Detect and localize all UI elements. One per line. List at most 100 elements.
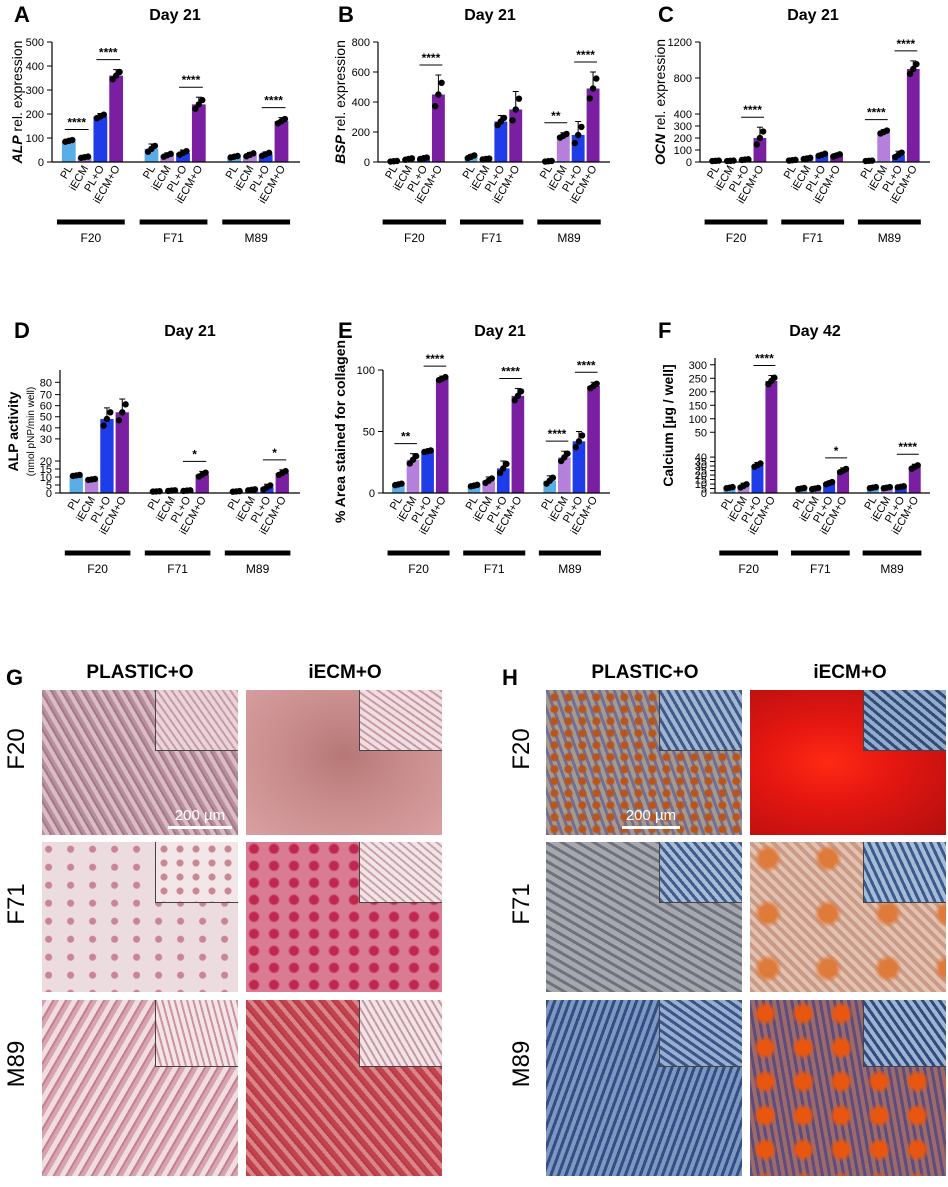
y-tick-label-f: 5 bbox=[701, 484, 707, 496]
y-tick-label-b: 800 bbox=[352, 37, 370, 49]
data-point-d bbox=[122, 401, 129, 408]
h-m89-plastic-inset bbox=[659, 1000, 742, 1067]
x-tick-label-d: PL bbox=[146, 495, 163, 513]
panel-label-h: H bbox=[502, 665, 518, 690]
bar-f-F71-PL+O bbox=[823, 483, 836, 493]
g-f20-iecm-inset bbox=[359, 690, 442, 751]
data-point-f bbox=[828, 478, 836, 486]
data-point-e bbox=[398, 480, 405, 487]
bar-a-M89-iECM bbox=[243, 154, 257, 162]
bar-e-F20-iECM+O bbox=[435, 378, 449, 493]
y-tick-label-c: 0 bbox=[686, 157, 692, 169]
bar-b-F71-PL+O bbox=[494, 121, 508, 162]
y-tick-label-f: 40 bbox=[695, 452, 707, 464]
x-tick-label-e: PL bbox=[539, 495, 556, 513]
y-tick-label-c: 1200 bbox=[668, 37, 692, 49]
data-point-b bbox=[571, 139, 579, 147]
x-tick-label-a: PL bbox=[224, 164, 241, 182]
h-f20-iecm-image bbox=[750, 690, 946, 835]
chart-title-c: Day 21 bbox=[787, 7, 839, 24]
bar-a-M89-PL+O bbox=[258, 154, 273, 162]
y-tick-label-f: 10 bbox=[695, 479, 707, 491]
group-label-a: M89 bbox=[245, 231, 269, 245]
data-point-c bbox=[821, 150, 829, 157]
group-label-e: F20 bbox=[408, 562, 429, 576]
x-tick-label-c: PL bbox=[705, 164, 722, 182]
data-point-a bbox=[151, 142, 159, 150]
panel-label-c: C bbox=[658, 2, 674, 27]
data-point-d bbox=[119, 409, 126, 416]
data-point-b bbox=[509, 117, 516, 124]
x-tick-label-b: PL bbox=[383, 164, 400, 182]
data-point-c bbox=[759, 128, 767, 135]
data-point-a bbox=[250, 150, 257, 157]
chart-title-a: Day 21 bbox=[149, 7, 201, 24]
data-point-a bbox=[281, 115, 289, 123]
data-point-f bbox=[801, 484, 808, 492]
y-tick-label-b: 200 bbox=[352, 127, 370, 139]
bar-f-F20-iECM+O bbox=[765, 380, 778, 493]
data-point-d bbox=[107, 409, 114, 416]
bar-a-F71-iECM+O bbox=[191, 104, 206, 162]
data-point-a bbox=[265, 149, 273, 157]
panel-label-e: E bbox=[338, 318, 353, 343]
y-tick-label-c: 400 bbox=[674, 109, 692, 121]
g-f20-plastic-image: 200 µm bbox=[42, 690, 238, 835]
data-point-c bbox=[756, 134, 764, 142]
chart-title-b: Day 21 bbox=[464, 7, 516, 24]
y-tick-label-d: 60 bbox=[40, 401, 52, 413]
bar-e-F71-iECM+O bbox=[511, 395, 525, 493]
h-row-f20: F20 bbox=[508, 728, 535, 770]
bar-b-M89-iECM+O bbox=[586, 88, 600, 162]
x-tick-label-d: PL bbox=[66, 495, 83, 513]
data-point-e bbox=[514, 392, 522, 400]
bar-b-F20-iECM+O bbox=[431, 94, 445, 162]
y-axis-label-gene-c: OCN bbox=[652, 133, 668, 165]
data-point-d bbox=[202, 469, 209, 476]
panel-label-b: B bbox=[338, 2, 354, 27]
data-point-b bbox=[586, 95, 594, 102]
x-tick-label-d: PL bbox=[226, 495, 243, 513]
data-point-d bbox=[267, 482, 274, 489]
y-axis-label-b: BSP rel. expression bbox=[332, 40, 348, 164]
data-point-e bbox=[488, 475, 496, 482]
bar-c-M89-iECM+O bbox=[906, 69, 920, 162]
y-tick-label-a: 500 bbox=[26, 37, 44, 49]
bar-f-F20-PL+O bbox=[751, 465, 764, 493]
y-axis-label-f: Calcium [µg / well] bbox=[660, 364, 676, 486]
h-scalebar: 200 µm bbox=[622, 807, 680, 829]
sig-label-e: **** bbox=[501, 364, 520, 378]
sig-label-c: **** bbox=[897, 37, 916, 51]
h-f71-iecm-inset bbox=[863, 842, 946, 903]
data-point-e bbox=[427, 447, 434, 454]
g-scalebar-label: 200 µm bbox=[174, 807, 226, 824]
y-tick-label-d: 10 bbox=[40, 472, 52, 484]
data-point-f bbox=[886, 483, 894, 491]
bar-c-F71-PL+O bbox=[815, 154, 829, 162]
sig-label-a: **** bbox=[182, 73, 201, 87]
h-title-plastic: PLASTIC+O bbox=[591, 662, 699, 683]
g-m89-plastic-image bbox=[42, 1000, 238, 1176]
y-tick-label-e: 100 bbox=[357, 365, 375, 377]
y-tick-label-b: 0 bbox=[364, 157, 370, 169]
data-point-b bbox=[438, 79, 445, 87]
data-point-e bbox=[500, 465, 507, 472]
panel-label-f: F bbox=[658, 318, 671, 343]
data-point-e bbox=[578, 432, 586, 439]
data-point-e bbox=[564, 450, 571, 457]
sig-label-f: * bbox=[834, 444, 839, 458]
y-tick-label-f: 35 bbox=[695, 457, 707, 469]
data-point-a bbox=[84, 153, 92, 160]
data-point-e bbox=[474, 481, 481, 489]
sig-label-e: ** bbox=[401, 430, 411, 444]
g-f20-iecm-image bbox=[246, 690, 442, 835]
data-point-b bbox=[593, 75, 600, 82]
x-tick-label-b: PL bbox=[538, 164, 555, 182]
y-axis-label2-d: (nmol pNP/min well) bbox=[26, 387, 37, 476]
data-point-a bbox=[192, 105, 199, 112]
bar-e-M89-PL+O bbox=[572, 441, 586, 493]
h-scalebar-label: 200 µm bbox=[625, 807, 677, 824]
group-label-f: M89 bbox=[880, 562, 904, 576]
y-tick-label-d: 20 bbox=[40, 456, 52, 468]
x-tick-label-f: PL bbox=[719, 495, 736, 513]
